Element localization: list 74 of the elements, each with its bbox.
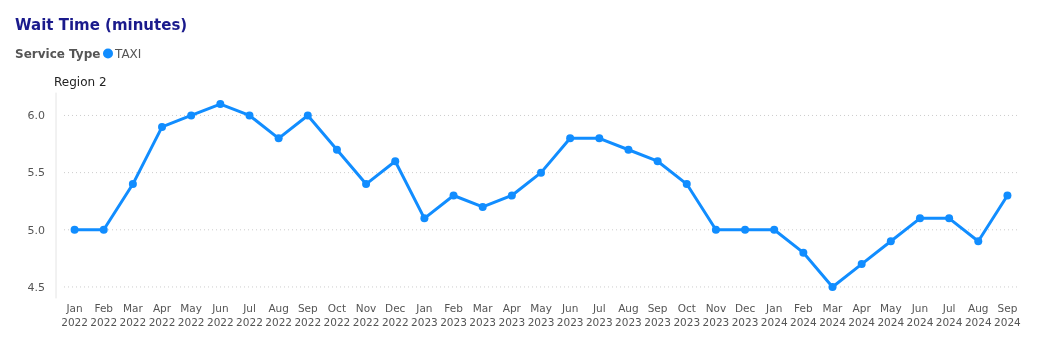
- point: [770, 225, 779, 234]
- point: [537, 168, 545, 177]
- x-tick-label: Aug 2022: [265, 302, 292, 328]
- x-tick-label: Oct 2023: [673, 302, 701, 328]
- point: [70, 225, 79, 234]
- x-tick-label: Mar 2022: [119, 302, 147, 328]
- point: [128, 180, 137, 189]
- x-tick-label: Dec 2023: [731, 302, 759, 328]
- x-tick-label: May 2022: [177, 302, 205, 328]
- point: [303, 111, 312, 120]
- x-tick-label: Jan 2024: [760, 302, 788, 328]
- x-tick-label: Feb 2023: [440, 302, 467, 328]
- x-tick-label: Jul 2024: [935, 302, 963, 328]
- x-tick-label: Jul 2023: [585, 302, 613, 328]
- x-tick-label: Mar 2024: [819, 302, 847, 328]
- y-tick-label: 5.0: [27, 223, 45, 237]
- y-tick-label: 6.0: [27, 109, 45, 123]
- point: [478, 202, 487, 211]
- x-tick-label: May 2024: [877, 302, 905, 328]
- x-tick-label: Jul 2022: [236, 302, 263, 328]
- point: [566, 134, 575, 143]
- chart-subtitle: Region 2: [54, 75, 107, 89]
- point: [624, 145, 633, 154]
- x-tick-label: Sep 2022: [294, 302, 322, 328]
- point: [1003, 191, 1012, 200]
- legend-label: TAXI: [114, 47, 142, 61]
- x-tick-label: Sep 2023: [644, 302, 671, 328]
- x-tick-label: Dec 2022: [381, 302, 409, 328]
- x-tick-label: May 2023: [527, 302, 555, 328]
- x-tick-label: Jun 2023: [556, 302, 584, 328]
- x-tick-label: Nov 2022: [352, 302, 380, 328]
- point: [945, 214, 954, 223]
- point: [915, 214, 924, 223]
- point: [158, 122, 167, 131]
- legend-title: Service Type: [15, 47, 101, 61]
- x-tick-label: Feb 2022: [90, 302, 118, 328]
- x-tick-label: Nov 2023: [702, 302, 730, 328]
- x-tick-label: Aug 2024: [964, 302, 992, 328]
- point: [857, 260, 866, 269]
- x-tick-label: Jun 2022: [206, 302, 234, 328]
- x-tick-label: Jun 2024: [906, 302, 934, 328]
- y-tick-label: 5.5: [27, 166, 45, 180]
- chart-title: Wait Time (minutes): [15, 16, 188, 34]
- point: [799, 248, 808, 257]
- point: [332, 145, 341, 154]
- point: [711, 225, 720, 234]
- point: [886, 237, 895, 246]
- point: [741, 225, 750, 234]
- point: [974, 237, 983, 246]
- x-tick-label: Apr 2022: [148, 302, 176, 328]
- point: [449, 191, 458, 200]
- x-tick-label: Apr 2024: [848, 302, 876, 328]
- point: [653, 157, 662, 166]
- point: [362, 180, 371, 189]
- point: [187, 111, 196, 120]
- x-tick-label: Apr 2023: [498, 302, 526, 328]
- x-tick-label: Aug 2023: [615, 302, 642, 328]
- x-tick-label: Jan 2023: [411, 302, 438, 328]
- x-tick-label: Oct 2022: [323, 302, 351, 328]
- point: [507, 191, 516, 200]
- point: [420, 214, 429, 223]
- point: [391, 157, 400, 166]
- x-tick-label: Mar 2023: [469, 302, 497, 328]
- x-tick-label: Feb 2024: [790, 302, 818, 328]
- point: [245, 111, 254, 120]
- point: [682, 180, 691, 189]
- y-tick-label: 4.5: [27, 280, 45, 294]
- point: [595, 134, 604, 143]
- point: [99, 225, 108, 234]
- point: [828, 282, 837, 291]
- x-tick-label: Sep 2024: [994, 302, 1022, 328]
- point: [216, 100, 225, 109]
- point: [274, 134, 283, 143]
- x-tick-label: Jan 2022: [61, 302, 88, 328]
